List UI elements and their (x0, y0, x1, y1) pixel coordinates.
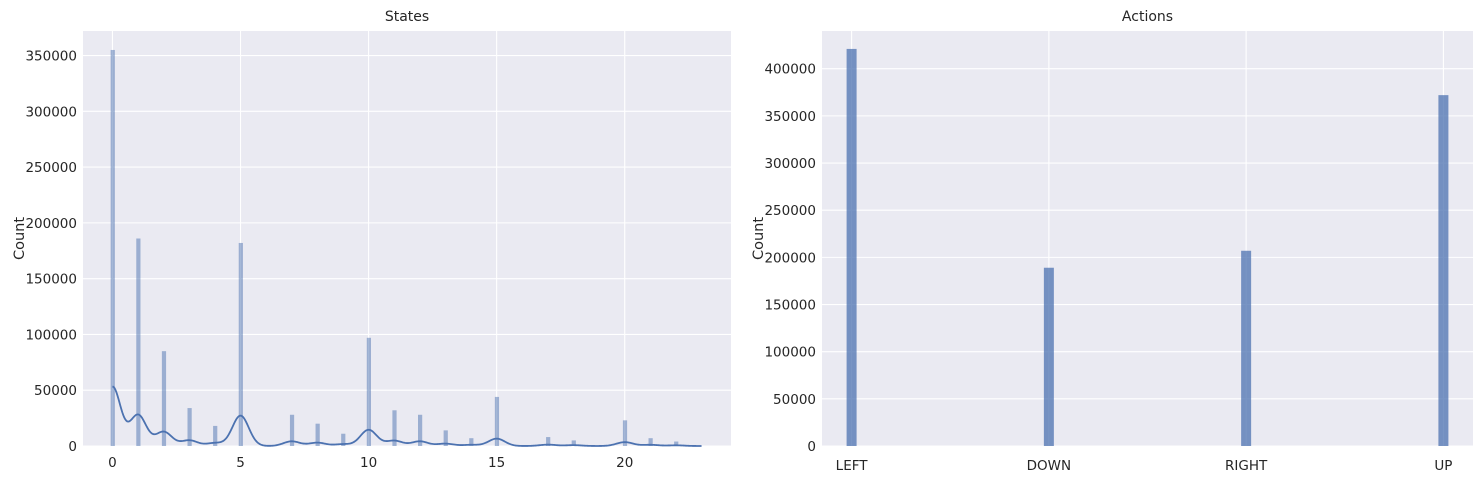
states-bar (469, 438, 474, 446)
y-tick-label: 150000 (25, 272, 77, 288)
y-tick-label: 100000 (764, 345, 816, 361)
states-bar (494, 396, 500, 446)
y-tick-label: 300000 (764, 156, 816, 172)
actions-x-tick-labels: LEFT DOWN RIGHT UP (836, 458, 1453, 474)
states-bar (546, 437, 551, 446)
y-tick-label: 0 (68, 439, 77, 455)
y-tick-label: 400000 (764, 62, 816, 78)
states-bar (674, 441, 679, 446)
states-bar (289, 414, 295, 446)
y-tick-label: 300000 (25, 104, 77, 120)
states-x-tick-labels: 0 5 10 15 20 (108, 455, 633, 471)
y-tick-label: 150000 (764, 298, 816, 314)
x-tick-label: DOWN (1027, 458, 1071, 474)
states-bar (571, 440, 576, 446)
states-gridlines (83, 31, 731, 447)
actions-y-tick-labels: 0 50000 100000 150000 200000 250000 300000 3500… (764, 62, 816, 455)
states-chart: 0 50000 100000 150000 200000 250000 300000 3500… (12, 9, 731, 471)
states-bar (443, 430, 448, 446)
y-tick-label: 50000 (34, 383, 77, 399)
actions-bar-down (1043, 267, 1054, 446)
states-bar (187, 408, 192, 446)
states-bar (341, 433, 346, 446)
actions-y-axis-label: Count (751, 217, 767, 260)
x-tick-label: RIGHT (1225, 458, 1268, 474)
states-bar (136, 238, 141, 446)
x-tick-label: 0 (108, 455, 117, 471)
x-tick-label: 15 (488, 455, 505, 471)
y-tick-label: 200000 (25, 216, 77, 232)
states-bar (213, 425, 218, 446)
y-tick-label: 50000 (773, 392, 816, 408)
actions-chart: 0 50000 100000 150000 200000 250000 300000 3500… (751, 9, 1473, 474)
y-tick-label: 200000 (764, 250, 816, 266)
actions-bar-up (1438, 95, 1449, 447)
actions-chart-title: Actions (1122, 9, 1173, 25)
x-tick-label: 10 (360, 455, 377, 471)
states-bar (161, 351, 167, 446)
actions-plot-area (822, 31, 1473, 446)
states-bar (622, 420, 628, 446)
x-tick-label: 20 (616, 455, 633, 471)
y-tick-label: 250000 (25, 160, 77, 176)
y-tick-label: 250000 (764, 203, 816, 219)
states-bar (315, 423, 320, 446)
states-kde-line (112, 385, 702, 447)
y-tick-label: 350000 (764, 109, 816, 125)
states-y-tick-labels: 0 50000 100000 150000 200000 250000 300000 3500… (25, 49, 77, 455)
states-bar (648, 438, 653, 446)
states-bar (392, 410, 397, 446)
y-tick-label: 350000 (25, 49, 77, 65)
states-bar (238, 242, 243, 446)
actions-bar-left (846, 48, 857, 446)
x-tick-label: 5 (236, 455, 245, 471)
y-tick-label: 100000 (25, 327, 77, 343)
actions-bars (846, 48, 1449, 447)
states-y-axis-label: Count (12, 217, 28, 260)
states-bar (110, 49, 115, 446)
states-chart-title: States (385, 9, 429, 25)
x-tick-label: LEFT (836, 458, 869, 474)
actions-bar-right (1241, 250, 1252, 446)
states-bar (418, 414, 423, 446)
states-plot-area (83, 31, 731, 446)
states-bars (110, 49, 679, 446)
x-tick-label: UP (1434, 458, 1452, 474)
y-tick-label: 0 (807, 439, 816, 455)
states-bar (366, 337, 371, 446)
